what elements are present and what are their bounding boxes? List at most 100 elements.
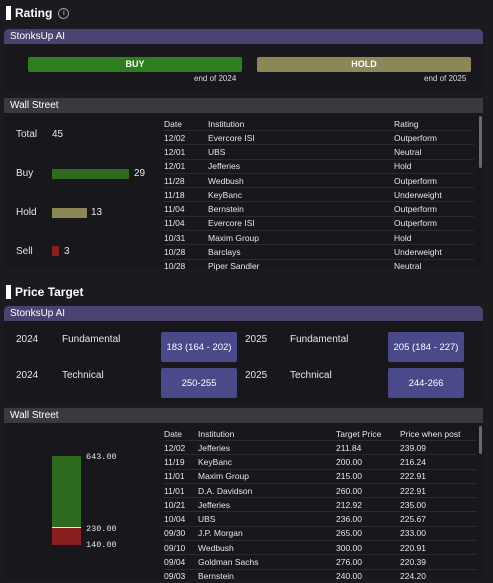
technical-2025-value: 244-266 bbox=[388, 368, 464, 398]
table-row: 11/28 Wedbush Outperform bbox=[164, 172, 474, 188]
fundamental-2024-value: 183 (164 - 202) bbox=[161, 332, 237, 362]
table-row: 11/19 KeyBanc 200.00 216.24 bbox=[164, 454, 476, 470]
year-2025-fundamental: 2025 bbox=[245, 334, 268, 345]
fundamental-label-2024: Fundamental bbox=[62, 334, 121, 345]
fundamental-label-2025: Fundamental bbox=[290, 334, 349, 345]
col-rating: Rating bbox=[394, 118, 419, 129]
rating-table-scrollbar[interactable] bbox=[479, 116, 482, 168]
price-ai-panel: StonksUp AI 2024 Fundamental 183 (164 - … bbox=[4, 306, 483, 402]
cell-price-post: 222.91 bbox=[400, 482, 476, 498]
cell-rating: Outperform bbox=[394, 172, 474, 188]
cell-institution: KeyBanc bbox=[208, 187, 394, 202]
cell-rating: Outperform bbox=[394, 201, 474, 217]
table-row: 11/04 Bernstein Outperform bbox=[164, 201, 474, 217]
price-ai-header: StonksUp AI bbox=[4, 306, 483, 321]
cell-institution: Jefferies bbox=[208, 158, 394, 174]
col-target-price: Target Price bbox=[336, 428, 382, 439]
cell-date: 11/04 bbox=[164, 201, 208, 217]
cell-price-post: 220.39 bbox=[400, 554, 476, 570]
cell-date: 11/18 bbox=[164, 187, 208, 202]
col-price-when-post: Price when post bbox=[400, 428, 461, 439]
cell-date: 11/04 bbox=[164, 215, 208, 231]
price-target-table: Date Institution Target Price Price when… bbox=[164, 427, 476, 583]
table-row: 12/01 UBS Neutral bbox=[164, 144, 474, 160]
cell-target: 212.92 bbox=[336, 497, 400, 512]
rating-title: Rating bbox=[15, 6, 53, 20]
col-date: Date bbox=[164, 118, 182, 129]
cell-date: 12/01 bbox=[164, 158, 208, 174]
hold-label: Hold bbox=[16, 207, 37, 218]
price-table-scrollbar[interactable] bbox=[479, 426, 482, 454]
table-row: 10/21 Jefferies 212.92 235.00 bbox=[164, 497, 476, 512]
cell-date: 10/28 bbox=[164, 244, 208, 260]
cell-price-post: 235.00 bbox=[400, 497, 476, 512]
cell-price-post: 222.91 bbox=[400, 468, 476, 484]
rating-ai-header: StonksUp AI bbox=[4, 29, 483, 44]
cell-date: 11/28 bbox=[164, 172, 208, 188]
buy-bar bbox=[52, 169, 129, 179]
sell-value: 3 bbox=[64, 246, 70, 257]
table-row: 12/02 Jefferies 211.84 239.09 bbox=[164, 439, 476, 455]
target-low-segment bbox=[52, 528, 81, 545]
cell-rating: Neutral bbox=[394, 258, 474, 273]
cell-target: 211.84 bbox=[336, 439, 400, 455]
cell-rating: Outperform bbox=[394, 129, 474, 145]
col-date: Date bbox=[164, 428, 182, 439]
rating-ai-panel: StonksUp AI BUY end of 2024 HOLD end of … bbox=[4, 29, 483, 92]
table-row: 11/01 Maxim Group 215.00 222.91 bbox=[164, 468, 476, 484]
price-target-title: Price Target bbox=[15, 285, 84, 299]
price-wallstreet-header: Wall Street bbox=[4, 408, 483, 423]
table-row: 10/28 Piper Sandler Neutral bbox=[164, 258, 474, 273]
cell-institution: Piper Sandler bbox=[208, 258, 394, 273]
section-marker bbox=[6, 6, 11, 20]
cell-date: 10/04 bbox=[164, 511, 198, 527]
year-2025-technical: 2025 bbox=[245, 370, 268, 381]
section-marker bbox=[6, 285, 11, 299]
cell-target: 276.00 bbox=[336, 554, 400, 570]
cell-institution: Maxim Group bbox=[198, 468, 336, 484]
cell-institution: UBS bbox=[208, 144, 394, 160]
table-row: 12/01 Jefferies Hold bbox=[164, 158, 474, 174]
cell-date: 10/31 bbox=[164, 230, 208, 245]
cell-date: 10/28 bbox=[164, 258, 208, 273]
cell-date: 10/21 bbox=[164, 497, 198, 512]
cell-institution: Jefferies bbox=[198, 439, 336, 455]
cell-rating: Outperform bbox=[394, 215, 474, 231]
cell-target: 240.00 bbox=[336, 568, 400, 583]
cell-date: 09/10 bbox=[164, 540, 198, 555]
table-row: 10/28 Barclays Underweight bbox=[164, 244, 474, 260]
technical-label-2025: Technical bbox=[290, 370, 332, 381]
cell-institution: Jefferies bbox=[198, 497, 336, 512]
year-2024-technical: 2024 bbox=[16, 370, 39, 381]
table-row: 11/04 Evercore ISI Outperform bbox=[164, 215, 474, 231]
cell-date: 11/01 bbox=[164, 482, 198, 498]
info-icon[interactable]: i bbox=[58, 7, 70, 19]
table-row: 10/31 Maxim Group Hold bbox=[164, 230, 474, 245]
table-row: 09/30 J.P. Morgan 265.00 233.00 bbox=[164, 525, 476, 541]
cell-institution: Barclays bbox=[208, 244, 394, 260]
cell-institution: Evercore ISI bbox=[208, 215, 394, 231]
cell-date: 09/03 bbox=[164, 568, 198, 583]
cell-price-post: 224.20 bbox=[400, 568, 476, 583]
cell-target: 260.00 bbox=[336, 482, 400, 498]
total-label: Total bbox=[16, 129, 38, 140]
hold-value: 13 bbox=[91, 207, 103, 218]
table-row: 10/04 UBS 236.00 225.67 bbox=[164, 511, 476, 527]
technical-2024-value: 250-255 bbox=[161, 368, 237, 398]
hold-note: end of 2025 bbox=[424, 74, 467, 83]
target-high-label: 643.00 bbox=[86, 452, 117, 462]
cell-institution: UBS bbox=[198, 511, 336, 527]
col-institution: Institution bbox=[208, 118, 245, 129]
cell-target: 200.00 bbox=[336, 454, 400, 470]
technical-label-2024: Technical bbox=[62, 370, 104, 381]
cell-price-post: 220.91 bbox=[400, 540, 476, 555]
hold-bar bbox=[52, 208, 87, 218]
cell-rating: Neutral bbox=[394, 144, 474, 160]
cell-price-post: 239.09 bbox=[400, 439, 476, 455]
year-2024-fundamental: 2024 bbox=[16, 334, 39, 345]
table-row: 11/01 D.A. Davidson 260.00 222.91 bbox=[164, 482, 476, 498]
cell-institution: Wedbush bbox=[198, 540, 336, 555]
buy-note: end of 2024 bbox=[194, 74, 237, 83]
cell-institution: Bernstein bbox=[208, 201, 394, 217]
cell-date: 12/02 bbox=[164, 439, 198, 455]
